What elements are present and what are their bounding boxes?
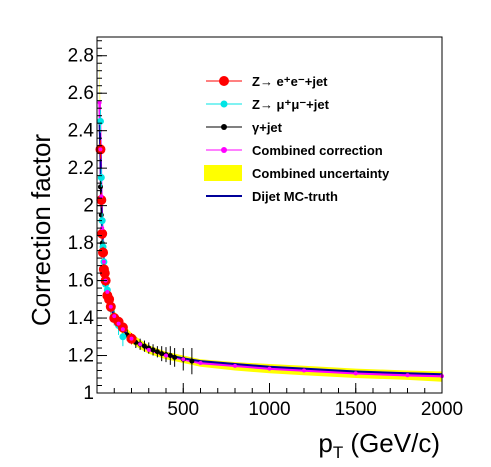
combined-correction-point (146, 347, 151, 352)
y-tick-label: 1.2 (68, 346, 94, 367)
zee-jet-point (96, 195, 107, 206)
combined-correction-point (181, 357, 186, 362)
gamma-jet-point (172, 354, 178, 360)
combined-correction-point (105, 289, 110, 294)
zmumu-jet-point (119, 333, 127, 341)
legend-swatch-marker (221, 124, 227, 130)
legend-swatch-box (204, 165, 242, 181)
combined-correction-point (97, 100, 102, 105)
legend-label: Z→ μ⁺μ⁻+jet (252, 97, 330, 112)
combined-correction-point (120, 327, 125, 332)
combined-correction-point (129, 336, 134, 341)
x-axis-title: pT (GeV/c) (318, 428, 440, 462)
y-tick-label: 1.8 (68, 233, 94, 254)
combined-correction-point (233, 363, 237, 368)
combined-correction-point (164, 353, 168, 358)
combined-correction-point (98, 147, 103, 152)
combined-correction-point (116, 321, 121, 326)
x-tick-label: 500 (167, 399, 199, 420)
combined-correction-point (405, 373, 410, 378)
legend-zee: Z→ e⁺e⁻+jet (206, 74, 328, 89)
zmumu-jet-point (98, 217, 106, 225)
x-tick-label: 1000 (248, 399, 290, 420)
y-tick-label: 2 (83, 196, 94, 217)
legend-swatch-marker (220, 100, 228, 108)
y-tick-label: 2.2 (68, 158, 94, 179)
y-tick-label: 2.6 (68, 83, 94, 104)
legend: Z→ e⁺e⁻+jet Z→ μ⁺μ⁻+jet γ+jet Combined corr… (204, 74, 390, 204)
combined-correction-point (138, 342, 143, 347)
zee-jet-point (97, 228, 108, 239)
legend-combined-correction: Combined correction (206, 143, 383, 158)
x-axis-title-main: p (318, 428, 332, 458)
combined-correction-point (112, 314, 117, 319)
legend-swatch-marker (221, 147, 227, 153)
y-tick-label: 1 (83, 383, 94, 404)
x-tick-label: 2000 (421, 399, 463, 420)
y-tick-label: 2.4 (68, 121, 95, 142)
legend-label: Z→ e⁺e⁻+jet (252, 74, 328, 89)
gamma-jet-point (97, 184, 103, 190)
combined-correction-point (198, 361, 203, 366)
zee-jet-point (99, 268, 110, 279)
gamma-jet-point (167, 353, 173, 359)
y-tick-label: 1.4 (68, 308, 95, 329)
gamma-jet-point (189, 358, 195, 364)
x-axis-title-rest: (GeV/c) (343, 428, 440, 458)
legend-label: γ+jet (252, 120, 283, 135)
x-axis-title-subscript: T (333, 443, 343, 462)
zee-jet-point (104, 294, 115, 305)
gamma-jet-point (159, 351, 165, 357)
combined-correction-point (353, 371, 358, 376)
axis-ticks-layer: 1 1.2 1.4 1.6 1.8 2 2.2 2.4 2.6 2.8 500 1000 1500 200… (68, 40, 463, 420)
gamma-jet-point (154, 349, 160, 355)
combined-correction-point (101, 259, 106, 264)
x-tick-label: 1500 (335, 399, 377, 420)
legend-dijet: Dijet MC-truth (206, 189, 338, 204)
legend-gamma: γ+jet (206, 120, 283, 135)
legend-combined-uncertainty: Combined uncertainty (204, 165, 390, 181)
legend-swatch-marker (219, 76, 229, 86)
gamma-jet-point (150, 347, 156, 353)
combined-correction-point (100, 226, 105, 231)
legend-label: Combined correction (252, 143, 383, 158)
zmumu-jet-point (96, 117, 104, 125)
zmumu-jet-point (97, 174, 105, 182)
legend-label: Dijet MC-truth (252, 189, 338, 204)
legend-zmumu: Z→ μ⁺μ⁻+jet (206, 97, 330, 112)
combined-correction-point (99, 194, 104, 199)
zee-jet-point (98, 247, 109, 258)
y-tick-label: 2.8 (68, 46, 94, 67)
legend-label: Combined uncertainty (252, 166, 390, 181)
y-tick-label: 1.6 (68, 271, 94, 292)
combined-correction-point (108, 304, 113, 309)
combined-correction-point (302, 368, 306, 373)
combined-correction-point (267, 366, 272, 371)
gamma-jet-point (141, 343, 147, 349)
y-axis-title: Correction factor (26, 134, 56, 327)
